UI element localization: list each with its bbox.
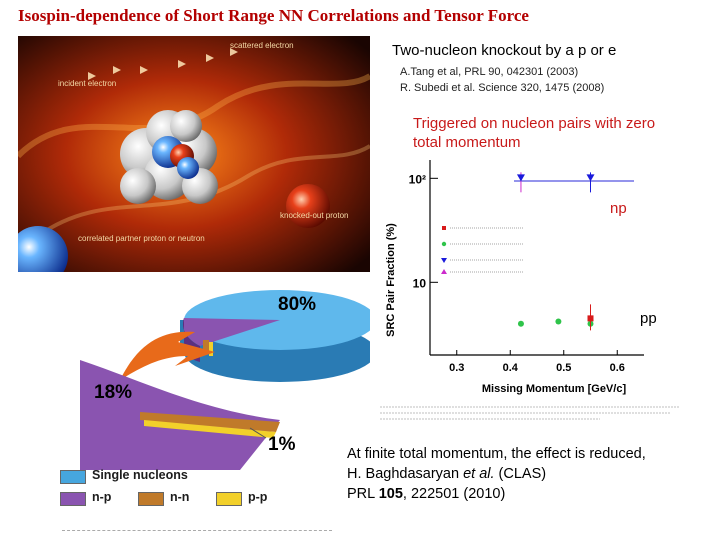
x-tick-label-3: 0.6 (610, 362, 625, 374)
y-axis-label: SRC Pair Fraction (%) (385, 223, 397, 337)
incident-electron-label: incident electron (58, 79, 116, 88)
pp-green-point-1 (555, 318, 562, 325)
prl-pages: , 222501 (2010) (402, 486, 506, 502)
knockout-illustration-graphic: scattered electron incident electron kno… (18, 36, 370, 272)
pct-80-label: 80% (278, 294, 317, 315)
legend-single-nucleons: Single nucleons (92, 468, 188, 482)
pie-pp-slice (144, 420, 276, 438)
nucleon-pie-graphic (10, 290, 376, 480)
src-chart-svg: SRC Pair Fraction (%) Missing Momentum [… (385, 160, 644, 395)
trigger-text-line2: total momentum (413, 134, 521, 151)
pie-nn-slice (140, 412, 280, 432)
prl-journal: PRL (347, 486, 379, 502)
scattered-electron-label: scattered electron (230, 41, 294, 50)
legend-pp: p-p (248, 490, 268, 504)
citation-etal: et al. (463, 466, 495, 482)
reference-subedi: R. Subedi et al. Science 320, 1475 (2008… (400, 82, 605, 94)
legend-marker-4 (441, 269, 447, 274)
y-tick-label-0: 10² (409, 172, 426, 186)
finite-momentum-note: At finite total momentum, the effect is … (347, 446, 646, 462)
legend-marker-1 (442, 226, 446, 230)
knockout-heading: Two-nucleon knockout by a p or e (392, 42, 617, 59)
legend-marker-3 (441, 258, 447, 263)
legend-np: n-p (92, 490, 112, 504)
one-percent-pointer (249, 427, 267, 439)
prl-citation: PRL 105, 222501 (2010) (347, 486, 505, 502)
baghdasaryan-citation: H. Baghdasaryan et al. (CLAS) (347, 466, 546, 482)
legend-marker-2 (441, 241, 447, 247)
np-point-1 (586, 174, 595, 182)
figure-caption-lines (380, 406, 680, 420)
reference-tang: A.Tang et al, PRL 90, 042301 (2003) (400, 66, 579, 78)
nucleon-pie-chart: 80% 18% 1% (10, 270, 376, 480)
pie-np-sliver (182, 318, 280, 346)
arrow-graphic (120, 331, 215, 380)
x-tick-label-1: 0.4 (503, 362, 519, 374)
legend-swatch-nn (138, 492, 164, 506)
chart-legend (441, 226, 524, 274)
pp-green-point-0 (517, 320, 524, 327)
x-axis-label: Missing Momentum [GeV/c] (482, 383, 627, 395)
pie-pp-sliver (209, 342, 213, 356)
src-pair-fraction-chart: SRC Pair Fraction (%) Missing Momentum [… (384, 160, 720, 400)
trigger-text-line1: Triggered on nucleon pairs with zero (413, 115, 656, 132)
np-annotation: np (610, 200, 627, 217)
correlated-partner-label: correlated partner proton or neutron (78, 234, 205, 243)
knockout-illustration: scattered electron incident electron kno… (18, 36, 370, 272)
citation-collab: (CLAS) (494, 466, 547, 482)
citation-author: H. Baghdasaryan (347, 466, 464, 482)
figure-caption-graphic (380, 402, 680, 422)
pp-red-point-0 (587, 315, 594, 322)
page-title: Isospin-dependence of Short Range NN Cor… (18, 6, 529, 25)
legend-swatch-pp (216, 492, 242, 506)
y-tick-label-1: 10 (413, 276, 427, 290)
prl-volume: 105 (378, 486, 403, 502)
legend-swatch-np (60, 492, 86, 506)
x-tick-label-0: 0.3 (449, 362, 464, 374)
knocked-out-proton-label: knocked-out proton (280, 211, 349, 220)
x-tick-label-2: 0.5 (556, 362, 571, 374)
pie-nn-sliver (203, 340, 209, 354)
legend-nn: n-n (170, 490, 190, 504)
pct-1-label: 1% (268, 434, 296, 455)
pp-annotation: pp (640, 310, 657, 327)
np-point-0 (516, 174, 525, 182)
legend-swatch-single (60, 470, 86, 484)
pie-caption-graphic (62, 530, 332, 531)
pct-18-label: 18% (94, 382, 133, 403)
